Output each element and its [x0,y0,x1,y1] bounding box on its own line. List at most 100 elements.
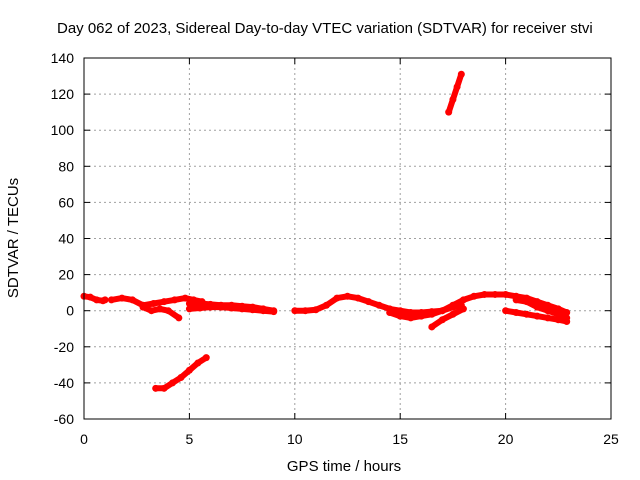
data-point [322,301,330,309]
x-tick-label: 10 [287,431,303,447]
data-point [533,312,541,320]
x-tick-labels: 0 5 10 15 20 25 [80,431,619,447]
data-point [491,290,499,298]
data-point [160,384,168,392]
data-point [502,307,510,315]
data-point [386,309,394,317]
y-tick-label: 20 [58,267,74,283]
data-point [194,359,202,367]
x-tick-label: 5 [186,431,194,447]
x-tick-label: 0 [80,431,88,447]
data-point [228,304,236,312]
y-tick-label: 120 [51,86,75,102]
data-point [481,290,489,298]
data-point [118,294,126,302]
data-point [270,308,278,316]
data-point [453,83,461,91]
plot-frame [83,57,612,420]
data-point [333,294,341,302]
data-point [512,309,520,317]
data-point [428,310,436,318]
data-point [445,108,453,116]
y-tick-label: 0 [66,303,74,319]
data-point [147,307,155,315]
data-point [470,292,478,300]
data-point [554,310,562,318]
data-point [156,305,164,313]
series-line-9 [428,305,467,330]
data-point [449,303,457,311]
data-point [457,70,465,78]
data-point [86,293,94,301]
data-point [139,303,147,311]
data-point [533,303,541,311]
data-point [449,96,457,104]
series-line-2 [108,295,205,309]
data-point [177,373,185,381]
y-tick-label: -60 [54,411,74,427]
data-point [185,299,193,307]
x-tick-label: 20 [498,431,514,447]
data-point [544,314,552,322]
data-point [344,292,351,300]
data-point [152,384,160,392]
data-point [185,305,193,313]
data-point [512,296,520,304]
data-point [375,301,383,309]
series-line-12 [445,71,465,116]
data-point [523,298,531,306]
data-point [365,298,373,306]
data-point [428,323,436,331]
data-point [169,379,177,387]
data-point [196,304,204,312]
data-point [438,316,446,324]
y-tick-label: 60 [58,194,74,210]
data-point [206,303,214,311]
x-tick-label: 15 [392,431,408,447]
data-point [544,307,552,315]
y-tick-label: -20 [54,339,74,355]
data-point [249,306,257,314]
y-tick-label: 140 [51,50,75,66]
data-point [238,305,246,313]
y-tick-label: 40 [58,231,74,247]
data-point [523,310,531,318]
data-point [396,312,404,320]
data-point [181,294,189,302]
data-point [301,307,309,315]
data-point [128,296,136,304]
data-point [171,296,179,304]
data-point [417,312,425,320]
data-point [438,307,446,315]
data-point [312,306,320,314]
x-tick-label: 25 [603,431,619,447]
series-layer [80,70,571,392]
data-point [449,310,457,318]
data-point [459,296,467,304]
grid [84,58,611,419]
data-point [185,366,193,374]
data-point [160,298,168,306]
y-tick-label: 80 [58,158,74,174]
y-tick-labels: -60 -40 -20 0 20 40 60 80 100 120 140 [51,50,75,427]
data-point [202,354,210,362]
data-point [107,296,115,304]
data-point [101,296,109,304]
x-axis-title: GPS time / hours [287,458,401,475]
data-point [175,314,183,322]
data-point [407,309,415,317]
ticks [83,57,612,420]
data-point [164,307,172,315]
data-point [354,294,362,302]
data-point [563,314,571,322]
data-point [217,303,225,311]
chart-title: Day 062 of 2023, Sidereal Day-to-day VTE… [57,20,593,37]
data-point [502,290,510,298]
y-tick-label: -40 [54,375,74,391]
y-tick-label: 100 [51,122,75,138]
data-point [150,299,158,307]
data-point [407,314,415,322]
data-point [93,296,101,304]
data-point [459,305,467,313]
